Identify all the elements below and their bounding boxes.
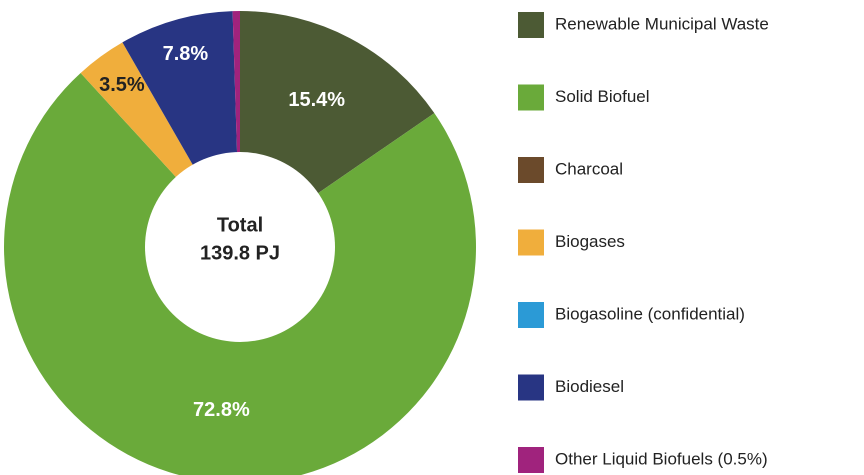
- legend-swatch: [518, 12, 544, 38]
- donut-hole: [145, 152, 335, 342]
- legend-swatch: [518, 447, 544, 473]
- slice-labels: 15.4% 72.8% 3.5% 7.8%: [99, 43, 345, 421]
- legend-label: Renewable Municipal Waste: [555, 14, 769, 33]
- center-label: Total: [217, 214, 263, 236]
- center-label: 139.8 PJ: [200, 242, 280, 264]
- slice-label: 3.5%: [99, 74, 145, 96]
- legend-label: Other Liquid Biofuels (0.5%): [555, 449, 768, 468]
- slice-label: 15.4%: [288, 89, 345, 111]
- slice-label: 72.8%: [193, 399, 250, 421]
- legend-label: Biogasoline (confidential): [555, 304, 745, 323]
- slice-label: 7.8%: [163, 43, 209, 65]
- legend-swatch: [518, 84, 544, 111]
- legend-swatch: [518, 157, 544, 183]
- legend-label: Charcoal: [555, 159, 623, 178]
- legend-swatch: [518, 374, 544, 401]
- legend: Renewable Municipal Waste Solid Biofuel Ch…: [518, 12, 769, 473]
- legend-swatch: [518, 302, 544, 328]
- legend-swatch: [518, 229, 544, 256]
- legend-label: Solid Biofuel: [555, 87, 650, 106]
- legend-label: Biogases: [555, 232, 625, 251]
- legend-label: Biodiesel: [555, 377, 624, 396]
